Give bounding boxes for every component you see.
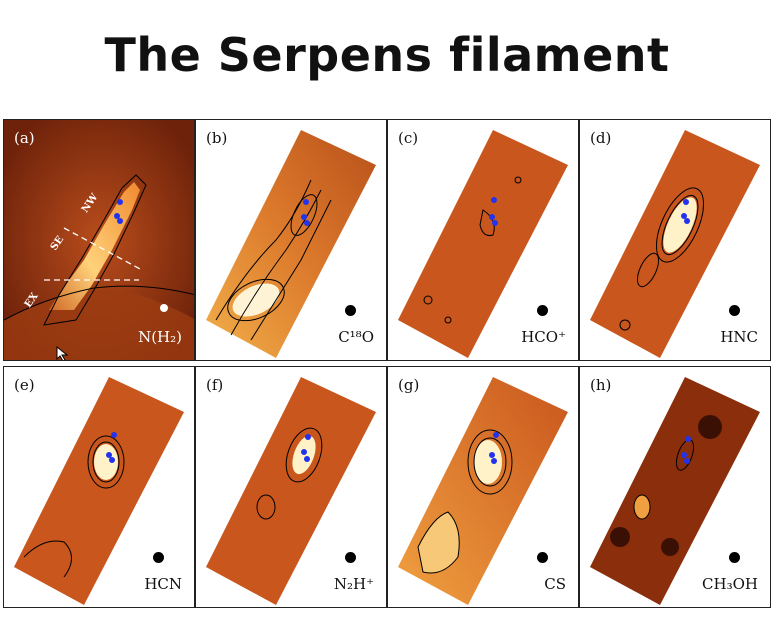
beam-circle-icon [729, 305, 740, 316]
mouse-pointer-icon [56, 346, 69, 360]
panel-label: (e) [14, 376, 35, 394]
column-density-map [4, 120, 194, 360]
beam-circle-icon [537, 552, 548, 563]
panel-a: NW SE EX (a) N(H₂) [3, 119, 195, 361]
panel-f: (f) N₂H⁺ [195, 366, 387, 608]
hnc-map [590, 130, 760, 358]
panel-label: (f) [206, 376, 224, 394]
ch3oh-map [590, 377, 760, 605]
figure-title: The Serpens filament [104, 28, 670, 82]
hcoplus-map [398, 130, 568, 358]
panel-label: (c) [398, 129, 419, 147]
panel-label: (b) [206, 129, 228, 147]
panel-label: (a) [14, 129, 35, 147]
n2hplus-map [206, 377, 376, 605]
panel-e: (e) HCN [3, 366, 195, 608]
beam-circle-icon [153, 552, 164, 563]
molecule-label: HCN [144, 575, 182, 593]
molecule-label: CH₃OH [702, 575, 758, 593]
molecule-label: N(H₂) [138, 328, 182, 346]
panel-c: (c) HCO⁺ [387, 119, 579, 361]
hcn-map [14, 377, 184, 605]
beam-circle-icon [729, 552, 740, 563]
panel-b: (b) C¹⁸O [195, 119, 387, 361]
panel-g: (g) CS [387, 366, 579, 608]
molecule-label: HNC [720, 328, 758, 346]
panel-label: (h) [590, 376, 612, 394]
molecule-label: CS [544, 575, 566, 593]
beam-circle-icon [537, 305, 548, 316]
beam-circle-icon [345, 305, 356, 316]
beam-circle-icon [345, 552, 356, 563]
panel-h: (h) CH₃OH [579, 366, 771, 608]
panel-label: (g) [398, 376, 420, 394]
panel-grid: NW SE EX (a) N(H₂) [0, 116, 774, 613]
molecule-label: N₂H⁺ [333, 575, 374, 593]
c18o-map [206, 130, 376, 358]
panel-d: (d) HNC [579, 119, 771, 361]
panel-label: (d) [590, 129, 612, 147]
beam-circle-icon [160, 304, 168, 312]
molecule-label: C¹⁸O [338, 328, 374, 346]
cs-map [398, 377, 568, 605]
molecule-label: HCO⁺ [521, 328, 566, 346]
source-markers [114, 199, 123, 224]
